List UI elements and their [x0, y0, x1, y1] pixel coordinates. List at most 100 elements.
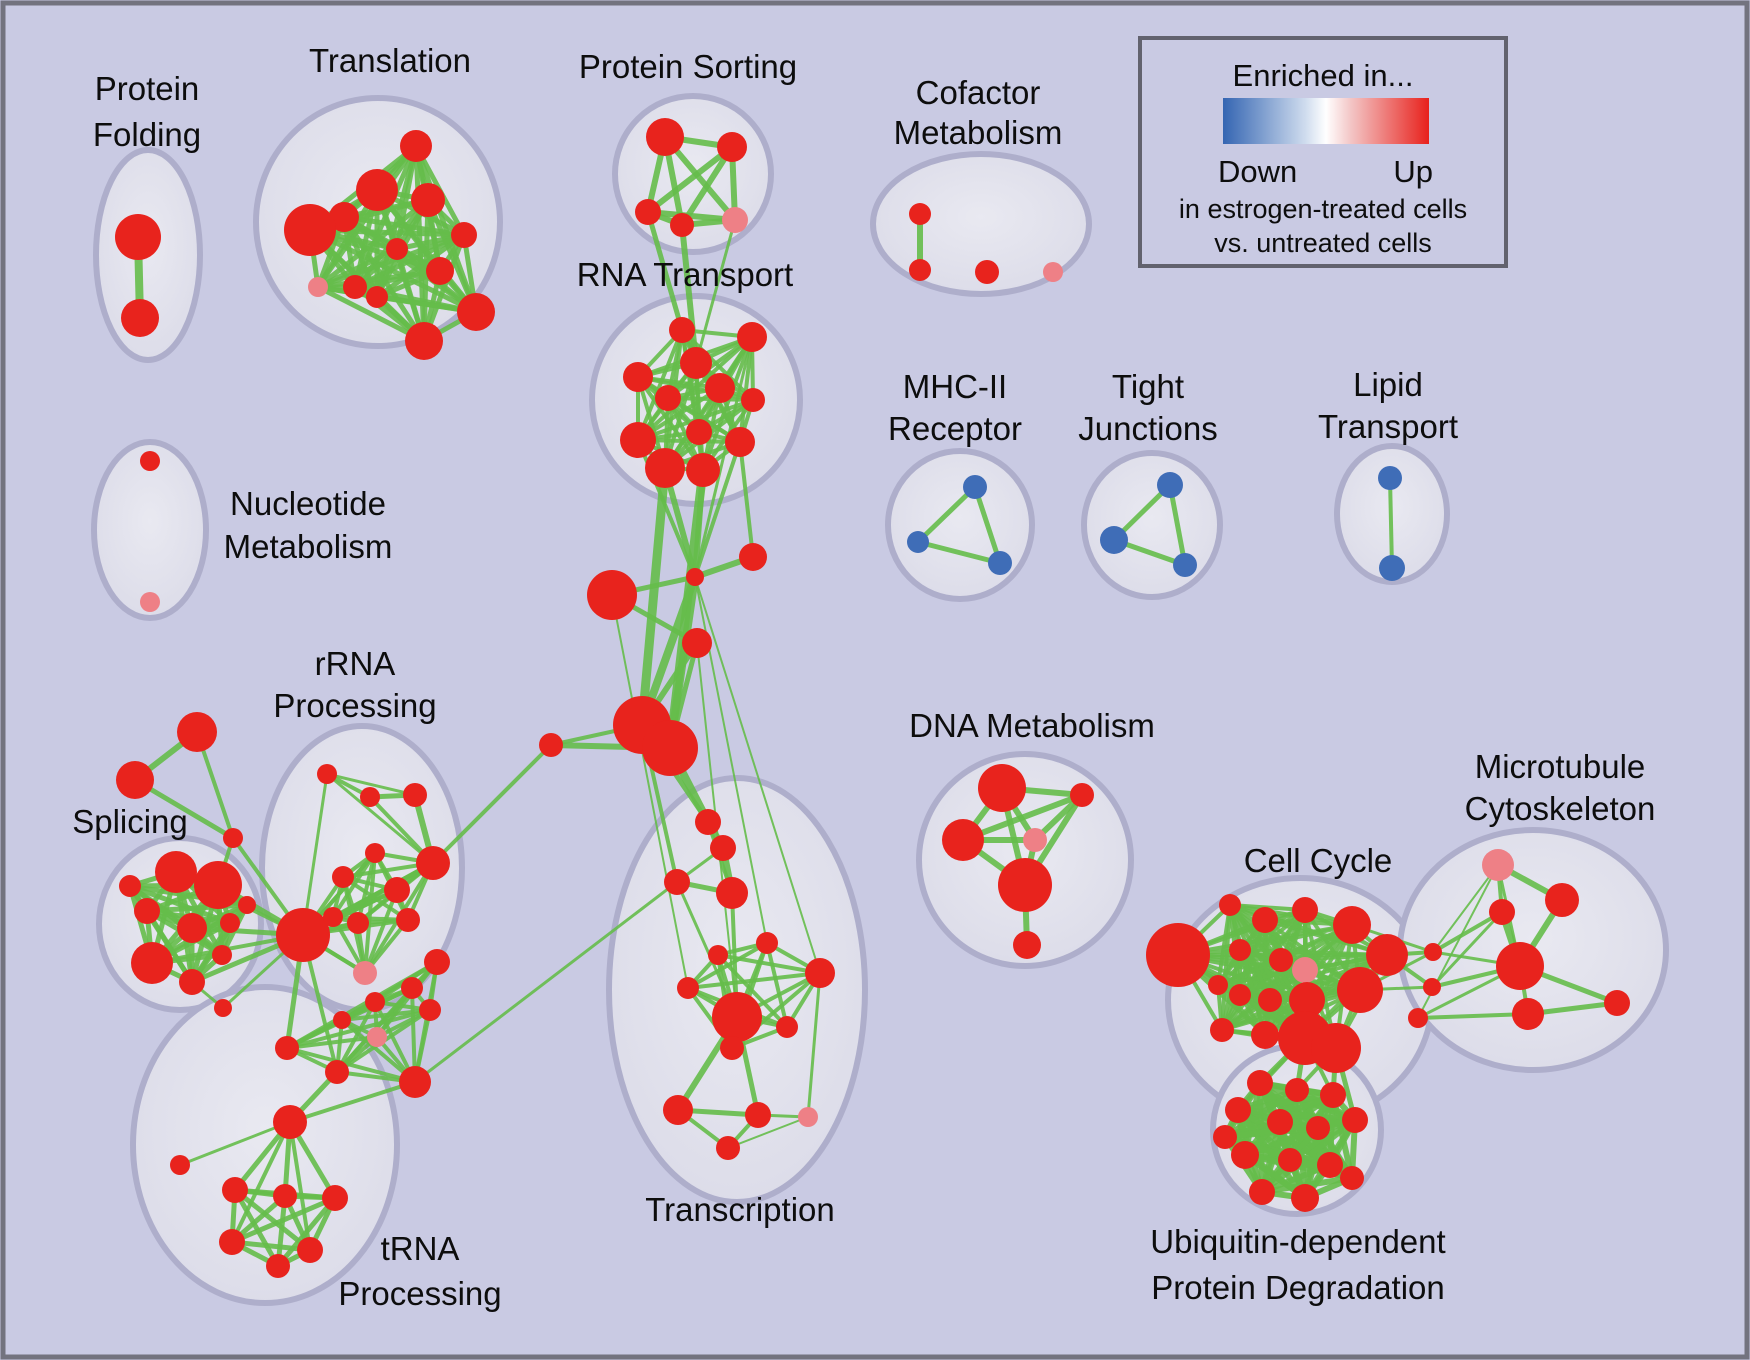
node-red-up	[975, 260, 999, 284]
edge	[692, 467, 706, 580]
node-red-up	[223, 828, 243, 848]
node-red-up	[1267, 1109, 1293, 1135]
node-red-up	[1251, 1021, 1279, 1049]
node-red-up	[805, 958, 835, 988]
node-pink-mild-up	[1043, 262, 1063, 282]
cluster-label-translation: Translation	[309, 42, 471, 79]
legend: Enriched in... Down Up in estrogen-treat…	[1138, 36, 1508, 268]
node-red-up	[451, 222, 477, 248]
node-blue-down	[1100, 526, 1128, 554]
node-red-up	[1342, 1107, 1368, 1133]
cluster-ellipse-tight-junctions	[1081, 450, 1223, 600]
legend-caption-line1: in estrogen-treated cells	[1179, 194, 1467, 224]
edge	[325, 772, 435, 865]
edge	[285, 1035, 379, 1050]
node-red-up	[909, 259, 931, 281]
node-red-up	[720, 1036, 744, 1060]
edge	[636, 375, 705, 472]
node-red-up	[1291, 1184, 1319, 1212]
legend-gradient-bar	[1223, 98, 1429, 144]
node-red-up	[741, 388, 765, 412]
node-red-up	[739, 543, 767, 571]
node-red-up	[273, 1184, 297, 1208]
node-red-up	[325, 1060, 349, 1084]
cluster-label-cofactor-metabolism: Cofactor	[916, 74, 1041, 111]
edge	[1388, 476, 1394, 570]
node-blue-down	[907, 531, 929, 553]
edge	[738, 440, 755, 559]
edge	[1167, 482, 1188, 568]
node-red-up	[322, 1185, 348, 1211]
edge	[972, 484, 1003, 566]
edge	[331, 915, 410, 922]
node-red-up	[737, 322, 767, 352]
edge	[686, 971, 822, 990]
edge	[1235, 1092, 1336, 1113]
edge	[232, 1187, 281, 1269]
edge	[230, 1120, 292, 1244]
node-red-up	[179, 969, 205, 995]
node-red-up	[365, 843, 385, 863]
node-red-up	[686, 568, 704, 586]
node-red-up	[663, 1095, 693, 1125]
node-pink-mild-up	[353, 961, 377, 985]
node-red-up	[655, 385, 681, 411]
edge	[645, 144, 735, 215]
node-red-up	[909, 203, 931, 225]
node-red-up	[642, 720, 698, 776]
node-red-up	[121, 299, 159, 337]
node-red-up	[177, 913, 207, 943]
node-red-up	[401, 977, 423, 999]
edge	[1430, 910, 1504, 989]
cluster-label-rna-transport: RNA Transport	[577, 256, 793, 293]
node-red-up	[670, 213, 694, 237]
cluster-label-cofactor-metabolism: Metabolism	[894, 114, 1063, 151]
node-red-up	[708, 945, 728, 965]
node-red-up	[1512, 998, 1544, 1030]
cluster-ellipse-mhc-ii-receptor	[885, 448, 1035, 602]
node-red-up	[1340, 1166, 1364, 1190]
node-red-up	[745, 1102, 771, 1128]
edge	[1431, 910, 1504, 954]
node-red-up	[1247, 1070, 1273, 1096]
cluster-labels: Protein Folding Translation Protein Sorting…	[72, 42, 1655, 1312]
edge	[178, 1120, 292, 1167]
cluster-label-tight-junctions: Tight	[1112, 368, 1184, 405]
node-red-up	[646, 118, 684, 156]
node-red-up	[705, 373, 735, 403]
node-red-up	[134, 898, 160, 924]
node-red-up	[695, 809, 721, 835]
node-red-up	[978, 764, 1026, 812]
legend-up-label: Up	[1393, 154, 1433, 189]
edge	[1416, 1012, 1530, 1020]
node-red-up	[669, 317, 695, 343]
node-red-up	[1249, 1179, 1275, 1205]
node-red-up	[366, 286, 388, 308]
edge	[915, 539, 1003, 566]
node-red-up	[1219, 894, 1241, 916]
node-red-up	[682, 628, 712, 658]
node-red-up	[297, 1237, 323, 1263]
node-red-up	[1285, 1078, 1309, 1102]
node-red-up	[1311, 1023, 1361, 1073]
node-red-up	[115, 214, 161, 260]
node-red-up	[116, 761, 154, 799]
node-red-up	[343, 275, 367, 299]
cluster-label-protein-folding: Protein	[95, 70, 200, 107]
cluster-label-rrna-processing: rRNA	[315, 645, 396, 682]
node-red-up	[686, 419, 712, 445]
node-red-up	[686, 453, 720, 487]
node-red-up	[170, 1155, 190, 1175]
cluster-label-dna-metabolism: DNA Metabolism	[909, 707, 1155, 744]
cluster-label-transcription: Transcription	[645, 1191, 835, 1228]
node-pink-mild-up	[722, 207, 748, 233]
edge	[288, 1080, 417, 1124]
node-red-up	[400, 130, 432, 162]
node-red-up	[1258, 988, 1282, 1012]
node-blue-down	[963, 475, 987, 499]
node-red-up	[457, 293, 495, 331]
edge	[229, 1239, 313, 1253]
node-red-up	[266, 1254, 290, 1278]
node-red-up	[403, 783, 427, 807]
